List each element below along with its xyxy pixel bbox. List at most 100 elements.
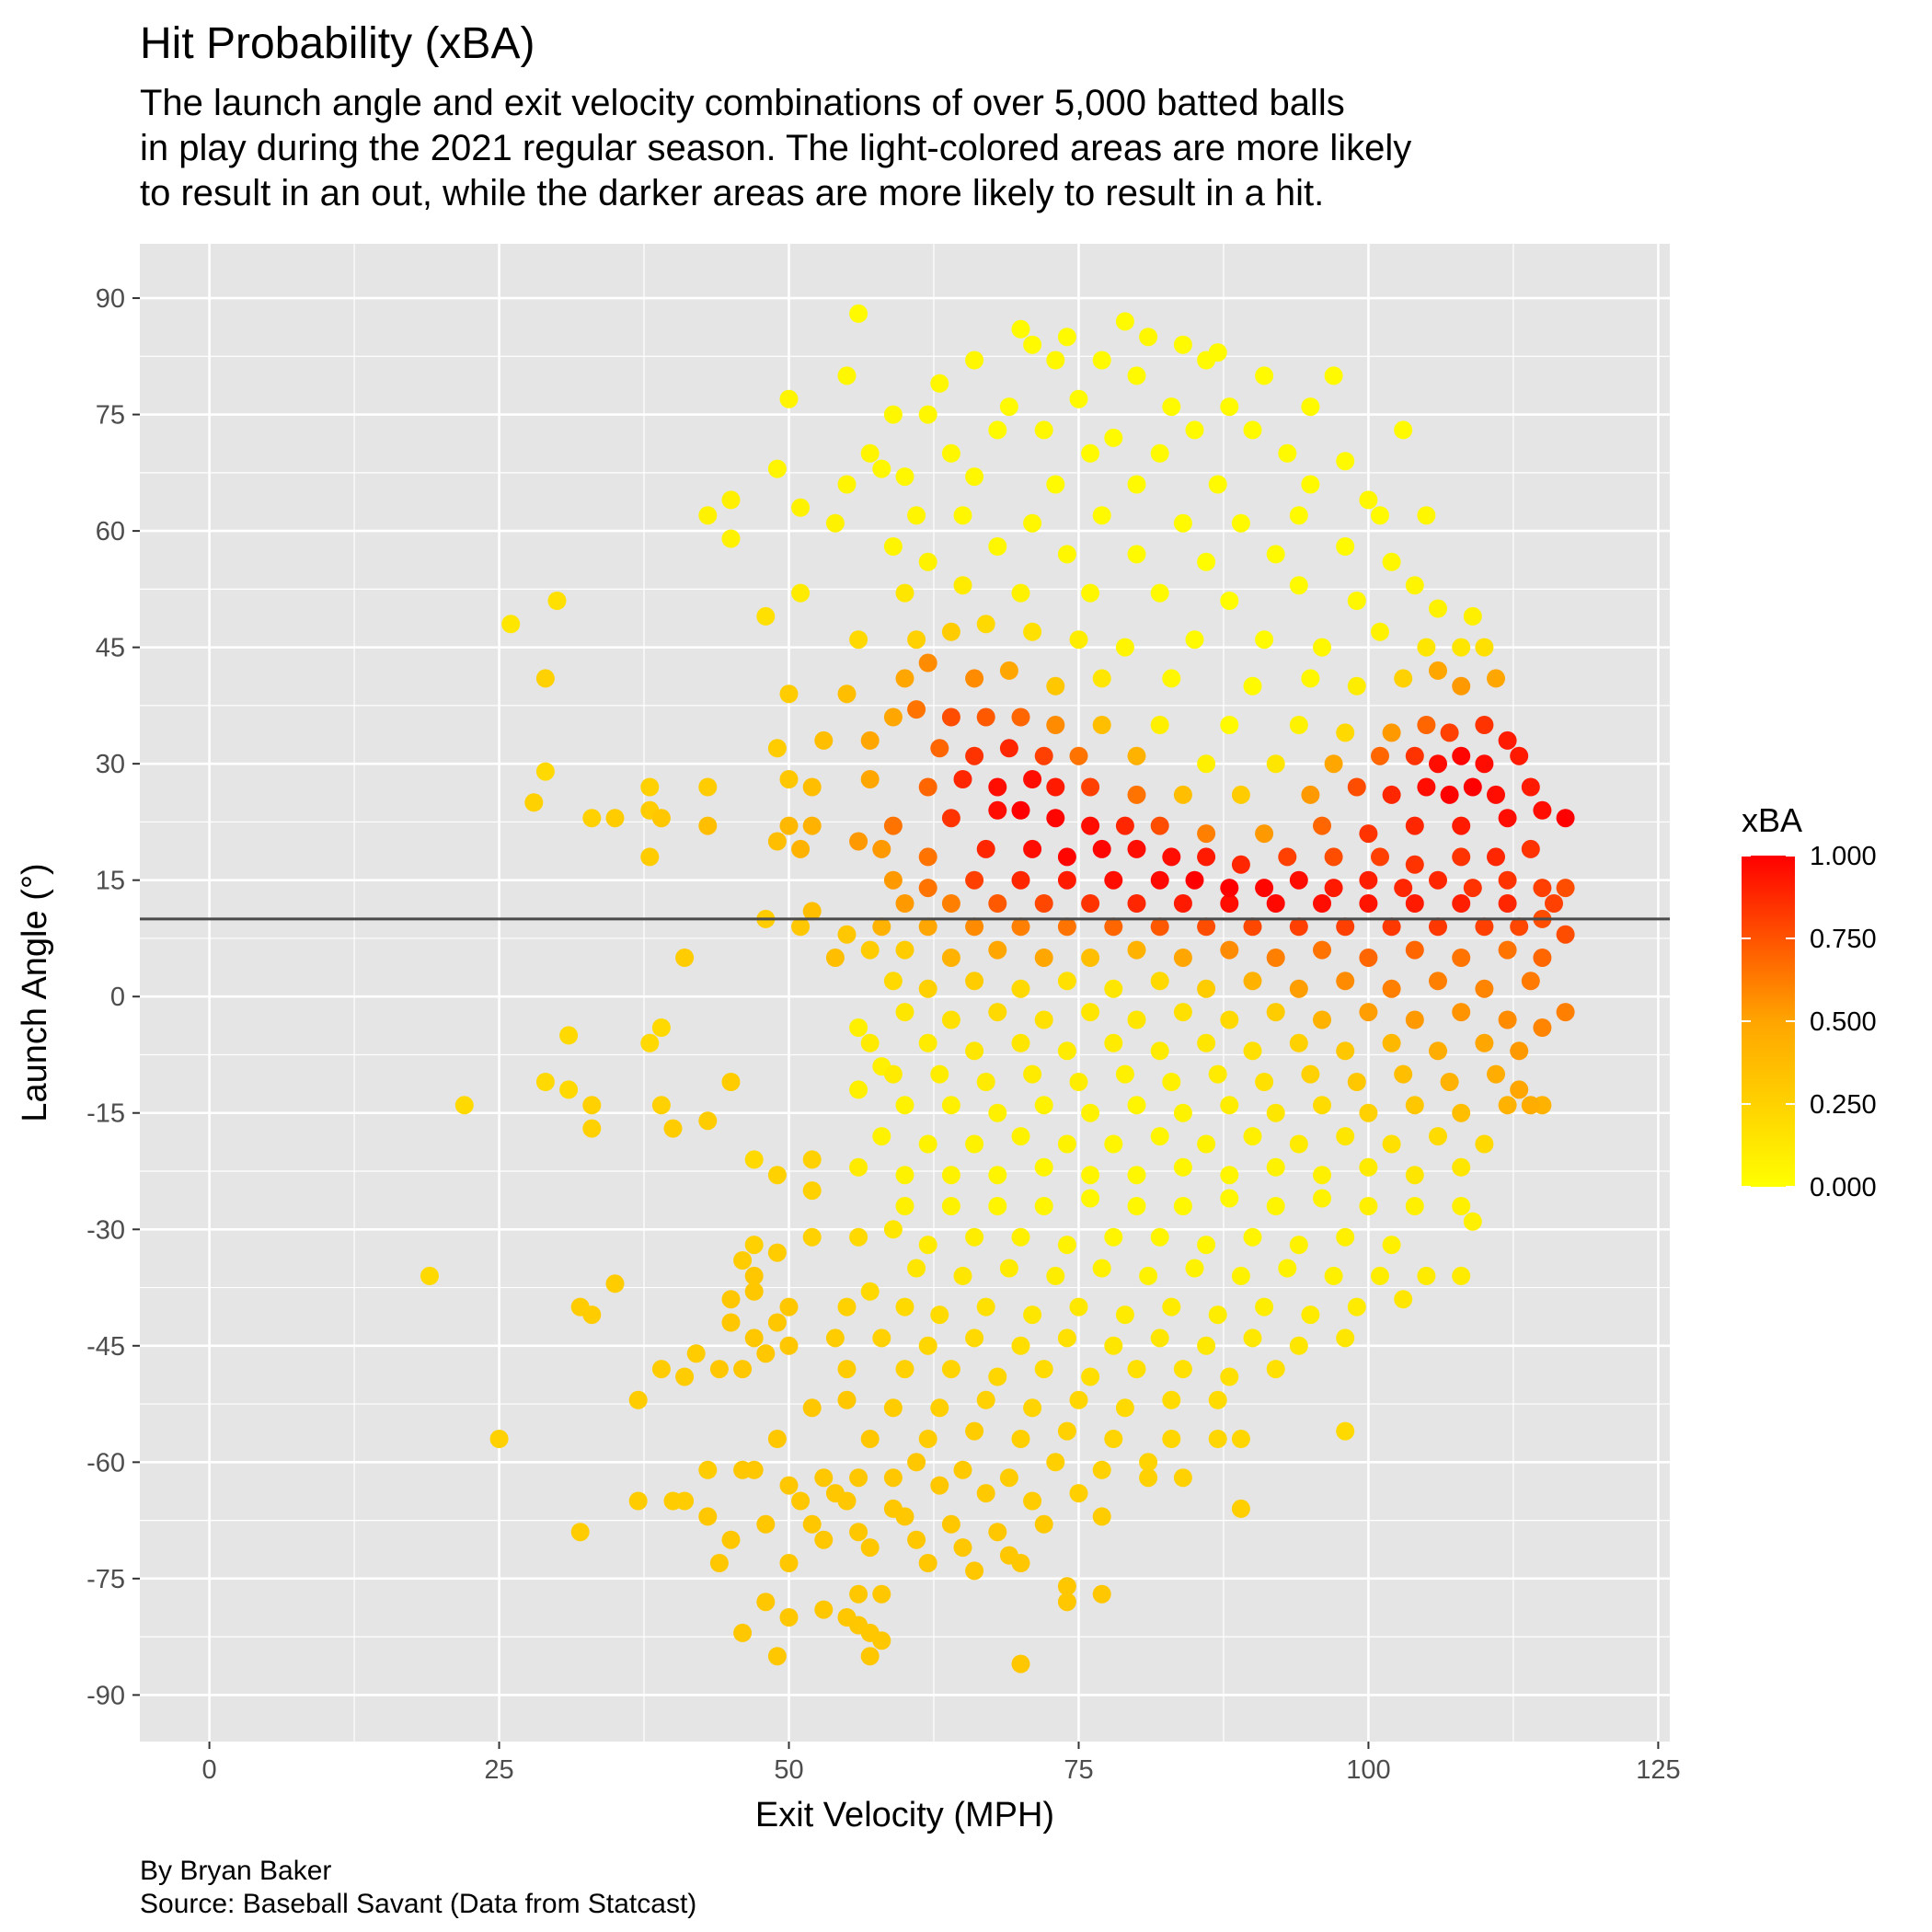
data-point (640, 777, 660, 797)
data-point (1255, 630, 1274, 650)
data-point (779, 389, 799, 408)
data-point (895, 583, 914, 603)
data-point (744, 1282, 764, 1301)
data-point (721, 490, 741, 510)
data-point (698, 1460, 718, 1479)
data-point (918, 1430, 937, 1448)
y-axis: 90 75 60 45 30 15 0 -15 -30 -45 -60 -75 -90 (86, 284, 140, 1710)
data-point (872, 839, 891, 858)
data-point (988, 777, 1007, 797)
data-point (883, 405, 903, 424)
data-point (1289, 1336, 1308, 1355)
data-point (1417, 638, 1436, 657)
data-point (698, 1111, 718, 1131)
data-point (941, 443, 960, 463)
data-point (1498, 894, 1517, 913)
data-point (1220, 894, 1239, 913)
data-point (1336, 917, 1355, 937)
data-point (1359, 1197, 1378, 1215)
data-point (1081, 894, 1100, 913)
data-point (1127, 839, 1146, 858)
data-point (1197, 1134, 1216, 1154)
data-point (1324, 754, 1343, 774)
data-point (1011, 870, 1030, 890)
data-point (640, 1033, 660, 1052)
data-point (1243, 1127, 1262, 1146)
data-point (895, 669, 914, 688)
data-point (965, 1227, 984, 1247)
data-point (698, 777, 718, 797)
data-point (709, 1360, 729, 1379)
data-point (1394, 1064, 1413, 1084)
data-point (1057, 1236, 1076, 1255)
data-point (1394, 420, 1413, 440)
data-point (1289, 1236, 1308, 1255)
data-point (1440, 785, 1459, 804)
x-tick-label: 125 (1636, 1755, 1680, 1785)
data-point (1034, 949, 1053, 967)
data-point (1023, 1491, 1042, 1511)
data-point (756, 1344, 776, 1363)
data-point (941, 1166, 960, 1185)
data-point (1405, 894, 1424, 913)
data-point (1498, 1010, 1517, 1029)
data-point (941, 1096, 960, 1115)
data-point (698, 506, 718, 525)
data-point (733, 1623, 753, 1642)
data-point (535, 669, 555, 688)
data-point (675, 1367, 695, 1386)
data-point (1324, 1266, 1343, 1285)
data-point (883, 537, 903, 556)
data-point (1197, 552, 1216, 571)
y-tick-label: 90 (96, 284, 125, 314)
data-point (1057, 1328, 1076, 1348)
data-point (849, 1018, 868, 1037)
data-point (837, 1390, 857, 1409)
data-point (1173, 1197, 1192, 1215)
data-point (953, 506, 972, 525)
data-point (698, 816, 718, 835)
data-point (1371, 622, 1389, 641)
data-point (1475, 754, 1494, 774)
data-point (675, 949, 695, 967)
data-point (849, 1523, 868, 1542)
data-point (1023, 622, 1042, 641)
data-point (1243, 917, 1262, 937)
data-point (860, 1538, 880, 1558)
data-point (1092, 1259, 1111, 1278)
data-point (1336, 1041, 1355, 1061)
data-point (1011, 319, 1030, 339)
data-point (1011, 707, 1030, 727)
data-point (791, 583, 811, 603)
data-point (1394, 1290, 1413, 1309)
data-point (1324, 879, 1343, 898)
data-point (1498, 940, 1517, 960)
y-tick-label: 60 (96, 517, 125, 546)
data-point (1220, 1367, 1239, 1386)
data-point (1092, 669, 1111, 688)
data-point (825, 513, 845, 533)
data-point (651, 1096, 671, 1115)
data-point (883, 1064, 903, 1084)
data-point (1092, 506, 1111, 525)
data-point (1023, 839, 1042, 858)
data-point (1382, 552, 1401, 571)
data-point (1011, 1430, 1030, 1448)
data-point (1081, 1367, 1100, 1386)
data-point (1057, 1421, 1076, 1441)
data-point (1289, 1134, 1308, 1154)
data-point (721, 1073, 741, 1091)
data-point (605, 1274, 625, 1294)
data-point (1092, 1460, 1111, 1479)
data-point (767, 459, 787, 478)
data-point (1556, 925, 1575, 944)
legend-tick-label: 1.000 (1810, 842, 1877, 871)
data-point (1336, 723, 1355, 742)
data-point (1197, 979, 1216, 998)
data-point (1139, 1266, 1158, 1285)
data-point (1463, 777, 1482, 797)
data-point (1034, 1514, 1053, 1534)
data-point (1452, 746, 1471, 765)
data-point (953, 576, 972, 595)
